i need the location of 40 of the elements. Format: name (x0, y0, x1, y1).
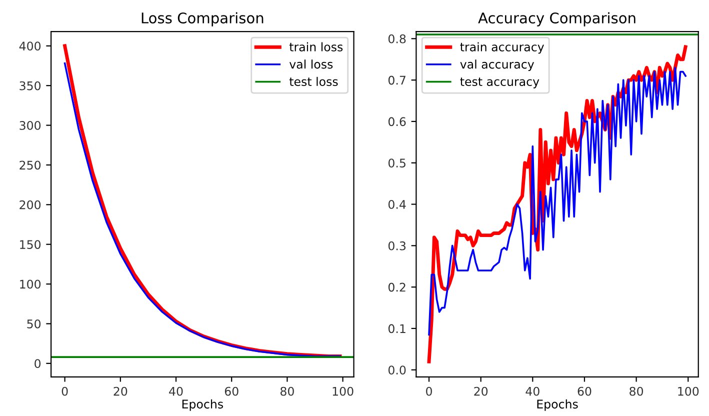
x-tick-label: 0 (62, 386, 68, 396)
x-tick-label: 20 (114, 386, 128, 396)
legend-label: test accuracy (460, 78, 540, 88)
chart-title: Accuracy Comparison (478, 12, 636, 26)
y-tick-label: 0.0 (388, 366, 406, 375)
y-tick-label: 0 (34, 359, 41, 368)
legend-label: val loss (289, 60, 333, 69)
x-axis-title: Epochs (182, 399, 223, 411)
y-tick-label: 0.8 (388, 34, 406, 44)
x-tick-label: 100 (678, 386, 699, 396)
y-tick-label: 0.3 (388, 241, 406, 250)
y-tick-label: 0.5 (388, 158, 406, 168)
x-tick-label: 60 (224, 386, 238, 396)
y-tick-label: 50 (27, 319, 41, 328)
y-tick-label: 0.4 (388, 200, 406, 209)
y-tick-label: 200 (20, 200, 41, 210)
y-tick-label: 0.7 (388, 76, 406, 85)
chart-title: Loss Comparison (142, 12, 264, 26)
y-tick-label: 400 (19, 42, 41, 51)
x-tick-label: 20 (474, 386, 488, 396)
legend-label: train accuracy (460, 42, 544, 54)
x-axis-title: Epochs (537, 399, 578, 411)
x-tick-label: 100 (332, 386, 354, 396)
y-tick-label: 0.1 (388, 324, 406, 334)
y-tick-label: 0.2 (388, 282, 406, 292)
x-tick-label: 40 (169, 386, 183, 396)
y-tick-label: 150 (20, 240, 41, 249)
y-tick-label: 300 (20, 121, 41, 130)
y-tick-label: 350 (20, 81, 41, 90)
legend-label: test loss (289, 76, 338, 86)
y-tick-label: 0.6 (388, 117, 406, 126)
x-tick-label: 80 (630, 386, 644, 396)
legend-label: train loss (289, 42, 343, 52)
y-tick-label: 100 (20, 280, 41, 289)
x-tick-label: 80 (280, 386, 294, 396)
legend-label: val accuracy (460, 60, 534, 71)
x-tick-label: 0 (426, 386, 432, 396)
y-tick-label: 250 (20, 160, 41, 170)
x-tick-label: 60 (578, 386, 592, 396)
x-tick-label: 40 (526, 386, 540, 396)
